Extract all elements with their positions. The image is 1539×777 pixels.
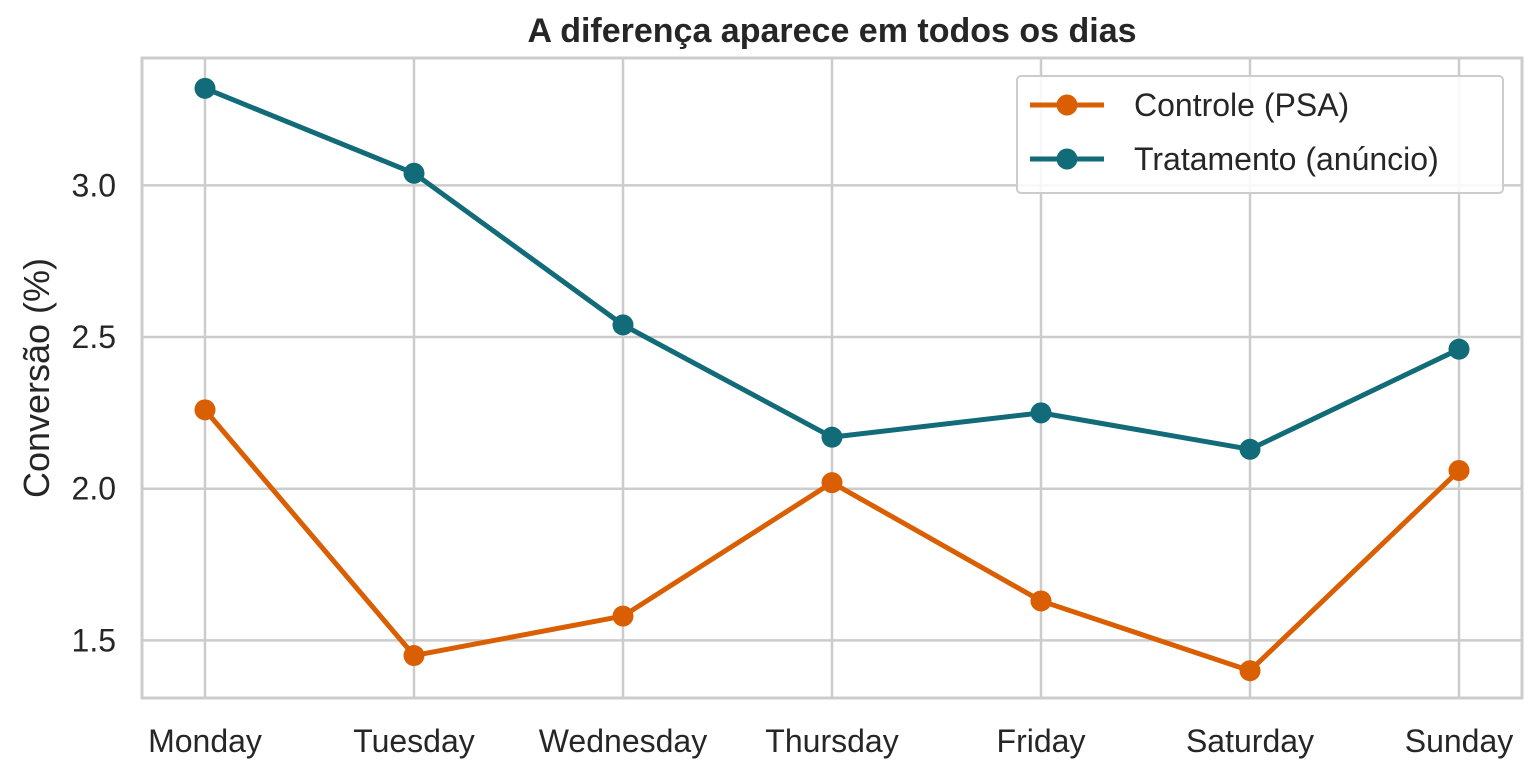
y-tick-label: 1.5 <box>72 622 116 658</box>
series-tratamento <box>194 77 1470 460</box>
legend-marker <box>1056 94 1078 116</box>
y-tick-label: 2.0 <box>72 471 116 507</box>
data-point <box>1239 660 1261 682</box>
x-tick-label: Wednesday <box>539 723 707 759</box>
x-tick-label: Saturday <box>1186 723 1314 759</box>
data-point <box>403 645 425 667</box>
legend-box <box>1016 75 1504 194</box>
data-point <box>403 162 425 184</box>
y-tick-label: 2.5 <box>72 319 116 355</box>
x-tick-label: Thursday <box>765 723 898 759</box>
legend-marker <box>1056 148 1078 170</box>
chart-title: A diferença aparece em todos os dias <box>527 12 1136 50</box>
plot-frame <box>140 56 1524 700</box>
data-point <box>821 472 843 494</box>
data-point <box>821 426 843 448</box>
series-controle <box>194 399 1470 682</box>
series-layer <box>194 77 1470 682</box>
data-point <box>1239 438 1261 460</box>
x-tick-label: Monday <box>148 723 262 759</box>
x-tick-label: Friday <box>997 723 1086 759</box>
x-tick-label: Tuesday <box>353 723 475 759</box>
legend-label: Tratamento (anúncio) <box>1134 141 1439 177</box>
x-tick-label: Sunday <box>1405 723 1514 759</box>
data-point <box>612 314 634 336</box>
data-point <box>1030 590 1052 612</box>
y-tick-label: 3.0 <box>72 167 116 203</box>
y-axis-label: Conversão (%) <box>16 258 57 498</box>
data-point <box>1448 338 1470 360</box>
data-point <box>194 399 216 421</box>
legend-label: Controle (PSA) <box>1134 87 1349 123</box>
data-point <box>612 605 634 627</box>
data-point <box>1030 402 1052 424</box>
legend: Controle (PSA) Tratamento (anúncio) <box>1016 75 1504 194</box>
data-point <box>194 77 216 99</box>
tick-layer: Monday Tuesday Wednesday Thursday Friday Satu… <box>72 167 1514 759</box>
data-point <box>1448 460 1470 482</box>
